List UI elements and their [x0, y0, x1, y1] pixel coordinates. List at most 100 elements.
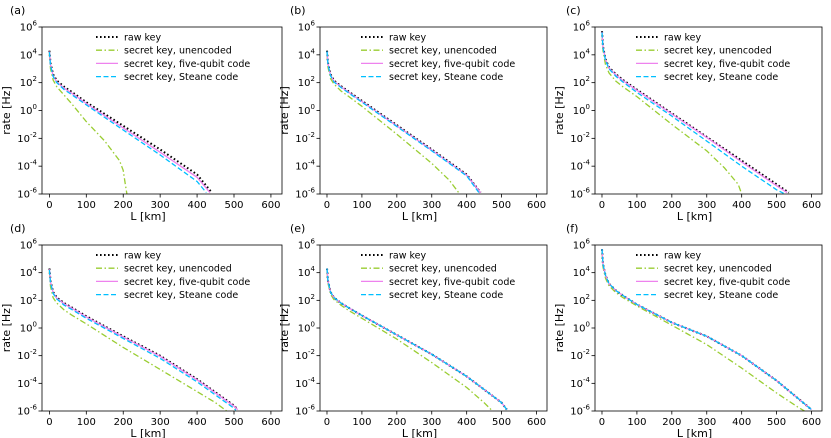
- y-tick-label: 10-4: [295, 376, 315, 390]
- plot-lines: [48, 268, 239, 411]
- y-tick-label: 100: [573, 103, 590, 117]
- y-tick-label: 100: [298, 103, 315, 117]
- x-axis-label: L [km]: [130, 210, 165, 223]
- y-tick-label: 102: [20, 293, 37, 307]
- x-tick-label: 500: [492, 200, 511, 211]
- legend: raw key secret key, unencoded secret key, …: [361, 251, 515, 301]
- x-axis-label: L [km]: [677, 210, 712, 223]
- panel-d: (d) 0 100 200 300 400 500 600 10-6 10-4 10-2 100 102…: [0, 222, 283, 438]
- x-tick-label: 100: [77, 417, 96, 428]
- y-tick-label: 106: [573, 238, 591, 252]
- panel-label: (b): [290, 4, 306, 17]
- y-tick-label: 100: [20, 321, 37, 335]
- x-tick-label: 200: [662, 417, 681, 428]
- y-tick-label: 102: [573, 293, 590, 307]
- x-tick-label: 100: [627, 417, 646, 428]
- y-axis-label: rate [Hz]: [553, 86, 566, 134]
- x-tick-label: 100: [352, 200, 371, 211]
- legend: raw key secret key, unencoded secret key, …: [636, 33, 790, 83]
- x-tick-label: 300: [422, 200, 441, 211]
- y-tick-label: 106: [20, 20, 38, 34]
- plot-lines: [326, 50, 482, 194]
- legend-label-raw: raw key: [664, 251, 702, 262]
- series-line-five-qubit: [48, 51, 211, 194]
- legend-label-steane: secret key, Steane code: [124, 290, 238, 301]
- y-tick-label: 106: [573, 20, 591, 34]
- series-line-steane: [48, 52, 207, 194]
- legend-label-raw: raw key: [124, 33, 162, 44]
- y-axis-label: rate [Hz]: [0, 86, 13, 134]
- y-tick-label: 102: [298, 293, 315, 307]
- series-line-unencoded: [601, 251, 805, 411]
- y-tick-label: 104: [573, 47, 591, 61]
- y-tick-label: 10-2: [570, 131, 590, 145]
- y-tick-label: 10-6: [570, 187, 590, 201]
- y-tick-label: 10-2: [17, 348, 37, 362]
- legend-label-five-qubit: secret key, five-qubit code: [664, 277, 790, 288]
- panel-e: (e) 0 100 200 300 400 500 600 10-6 10-4 10-2 100 102…: [278, 222, 548, 438]
- x-tick-label: 600: [261, 200, 280, 211]
- x-tick-label: 100: [627, 200, 646, 211]
- y-axis-label: rate [Hz]: [0, 304, 13, 352]
- y-tick-label: 102: [573, 75, 590, 89]
- panel-label: (c): [566, 4, 581, 17]
- y-tick-label: 106: [298, 20, 316, 34]
- x-tick-label: 600: [261, 417, 280, 428]
- x-tick-label: 0: [46, 200, 52, 211]
- y-tick-label: 10-2: [570, 348, 590, 362]
- y-tick-label: 104: [298, 47, 316, 61]
- legend: raw key secret key, unencoded secret key, …: [96, 251, 250, 301]
- y-tick-label: 104: [298, 265, 316, 279]
- legend-label-unencoded: secret key, unencoded: [664, 46, 772, 57]
- y-tick-label: 10-2: [295, 348, 315, 362]
- y-tick-label: 10-6: [570, 404, 590, 418]
- x-tick-label: 100: [352, 417, 371, 428]
- x-axis-label: L [km]: [402, 210, 437, 223]
- plot-lines: [601, 31, 790, 194]
- y-tick-label: 10-4: [570, 376, 590, 390]
- panel-b: (b) 0 100 200 300 400 500 600 10-6 10-4 10-2 100 102…: [278, 4, 548, 223]
- x-tick-label: 500: [492, 417, 511, 428]
- panel-label: (d): [10, 222, 26, 235]
- y-tick-label: 106: [298, 238, 316, 252]
- y-tick-label: 10-2: [295, 131, 315, 145]
- y-tick-label: 10-4: [570, 159, 590, 173]
- legend-label-five-qubit: secret key, five-qubit code: [124, 277, 250, 288]
- plot-lines: [48, 50, 213, 194]
- x-tick-label: 0: [599, 417, 605, 428]
- x-tick-label: 300: [697, 417, 716, 428]
- legend-label-five-qubit: secret key, five-qubit code: [389, 277, 515, 288]
- y-tick-label: 102: [20, 75, 37, 89]
- series-line-unencoded: [601, 33, 743, 194]
- y-tick-label: 106: [20, 238, 38, 252]
- series-line-steane: [601, 32, 784, 194]
- plot-lines: [326, 268, 508, 411]
- y-tick-label: 10-6: [295, 187, 315, 201]
- y-tick-label: 100: [298, 321, 315, 335]
- y-tick-label: 100: [573, 321, 590, 335]
- x-tick-label: 600: [527, 417, 546, 428]
- legend-label-steane: secret key, Steane code: [664, 72, 778, 83]
- panel-f: (f) 0 100 200 300 400 500 600 10-6 10-4 10-2 100 102…: [553, 222, 823, 438]
- series-line-steane: [326, 51, 480, 193]
- series-line-steane: [48, 269, 237, 411]
- y-tick-label: 10-2: [17, 131, 37, 145]
- y-tick-label: 102: [298, 75, 315, 89]
- x-tick-label: 400: [188, 200, 207, 211]
- y-tick-label: 10-4: [17, 159, 37, 173]
- y-tick-label: 10-4: [295, 159, 315, 173]
- legend-label-steane: secret key, Steane code: [389, 290, 503, 301]
- series-line-steane: [601, 249, 812, 411]
- plot-lines: [601, 249, 813, 411]
- legend-label-steane: secret key, Steane code: [664, 290, 778, 301]
- y-axis-label: rate [Hz]: [278, 86, 291, 134]
- legend-label-steane: secret key, Steane code: [389, 72, 503, 83]
- y-tick-label: 104: [573, 265, 591, 279]
- x-tick-label: 300: [697, 200, 716, 211]
- x-tick-label: 500: [767, 200, 786, 211]
- legend-label-raw: raw key: [664, 33, 702, 44]
- y-tick-label: 10-6: [17, 404, 37, 418]
- y-tick-label: 10-6: [17, 187, 37, 201]
- x-tick-label: 200: [662, 200, 681, 211]
